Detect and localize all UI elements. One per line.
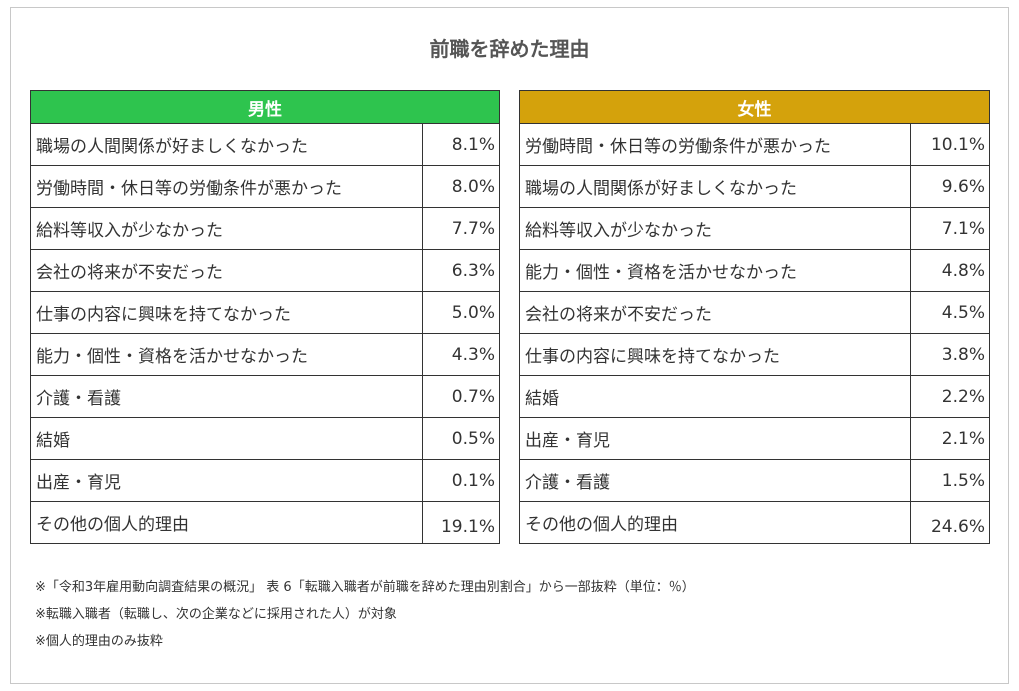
female-value-cell: 2.2% — [910, 375, 990, 418]
male-reason-cell: その他の個人的理由 — [30, 501, 423, 544]
footnotes: ※「令和3年雇用動向調査結果の概況」 表 6「転職入職者が前職を辞めた理由別割合… — [35, 574, 695, 655]
male-table-row: その他の個人的理由 19.1% — [30, 501, 500, 544]
female-value-cell: 9.6% — [910, 165, 990, 208]
female-reason-cell: 出産・育児 — [519, 417, 911, 460]
female-reason-cell: 結婚 — [519, 375, 911, 418]
female-value-cell: 10.1% — [910, 123, 990, 166]
female-value-cell: 7.1% — [910, 207, 990, 250]
male-value-cell: 19.1% — [422, 501, 500, 544]
footnote-scope: ※個人的理由のみ抜粋 — [35, 634, 163, 649]
female-table-header: 女性 — [519, 90, 990, 124]
footnote-source: ※「令和3年雇用動向調査結果の概況」 表 6「転職入職者が前職を辞めた理由別割合… — [35, 580, 695, 595]
male-value-cell: 0.1% — [422, 459, 500, 502]
female-value-cell: 3.8% — [910, 333, 990, 376]
footnote-target: ※転職入職者（転職し、次の企業などに採用された人）が対象 — [35, 607, 397, 622]
male-table-row: 仕事の内容に興味を持てなかった 5.0% — [30, 291, 500, 334]
female-reason-cell: 介護・看護 — [519, 459, 911, 502]
female-reason-cell: 職場の人間関係が好ましくなかった — [519, 165, 911, 208]
female-value-cell: 2.1% — [910, 417, 990, 460]
male-table-body: 職場の人間関係が好ましくなかった 8.1% 労働時間・休日等の労働条件が悪かった 8.… — [30, 123, 500, 544]
female-reason-cell: 会社の将来が不安だった — [519, 291, 911, 334]
male-reason-cell: 出産・育児 — [30, 459, 423, 502]
male-value-cell: 8.0% — [422, 165, 500, 208]
female-table-row: 労働時間・休日等の労働条件が悪かった 10.1% — [519, 123, 990, 166]
female-table: 女性 労働時間・休日等の労働条件が悪かった 10.1% 職場の人間関係が好ましくなか… — [519, 90, 990, 544]
male-table: 男性 職場の人間関係が好ましくなかった 8.1% 労働時間・休日等の労働条件が悪かっ… — [30, 90, 500, 544]
male-reason-cell: 能力・個性・資格を活かせなかった — [30, 333, 423, 376]
male-value-cell: 7.7% — [422, 207, 500, 250]
female-table-row: 能力・個性・資格を活かせなかった 4.8% — [519, 249, 990, 292]
male-table-row: 能力・個性・資格を活かせなかった 4.3% — [30, 333, 500, 376]
chart-title: 前職を辞めた理由 — [429, 37, 590, 61]
male-value-cell: 0.5% — [422, 417, 500, 460]
male-table-row: 労働時間・休日等の労働条件が悪かった 8.0% — [30, 165, 500, 208]
female-value-cell: 24.6% — [910, 501, 990, 544]
female-table-row: 会社の将来が不安だった 4.5% — [519, 291, 990, 334]
female-table-row: 給料等収入が少なかった 7.1% — [519, 207, 990, 250]
male-value-cell: 6.3% — [422, 249, 500, 292]
female-reason-cell: その他の個人的理由 — [519, 501, 911, 544]
male-value-cell: 0.7% — [422, 375, 500, 418]
male-table-row: 職場の人間関係が好ましくなかった 8.1% — [30, 123, 500, 166]
female-table-row: 職場の人間関係が好ましくなかった 9.6% — [519, 165, 990, 208]
male-value-cell: 8.1% — [422, 123, 500, 166]
female-table-body: 労働時間・休日等の労働条件が悪かった 10.1% 職場の人間関係が好ましくなかった 9… — [519, 123, 990, 544]
female-value-cell: 4.8% — [910, 249, 990, 292]
male-table-row: 結婚 0.5% — [30, 417, 500, 460]
female-table-row: その他の個人的理由 24.6% — [519, 501, 990, 544]
female-table-row: 介護・看護 1.5% — [519, 459, 990, 502]
male-reason-cell: 会社の将来が不安だった — [30, 249, 423, 292]
female-reason-cell: 能力・個性・資格を活かせなかった — [519, 249, 911, 292]
male-reason-cell: 職場の人間関係が好ましくなかった — [30, 123, 423, 166]
male-reason-cell: 介護・看護 — [30, 375, 423, 418]
female-value-cell: 4.5% — [910, 291, 990, 334]
female-table-row: 出産・育児 2.1% — [519, 417, 990, 460]
male-value-cell: 4.3% — [422, 333, 500, 376]
female-value-cell: 1.5% — [910, 459, 990, 502]
female-reason-cell: 労働時間・休日等の労働条件が悪かった — [519, 123, 911, 166]
female-table-row: 仕事の内容に興味を持てなかった 3.8% — [519, 333, 990, 376]
male-table-row: 介護・看護 0.7% — [30, 375, 500, 418]
male-reason-cell: 結婚 — [30, 417, 423, 460]
male-table-row: 給料等収入が少なかった 7.7% — [30, 207, 500, 250]
female-reason-cell: 給料等収入が少なかった — [519, 207, 911, 250]
male-reason-cell: 仕事の内容に興味を持てなかった — [30, 291, 423, 334]
male-table-header: 男性 — [30, 90, 500, 124]
male-reason-cell: 労働時間・休日等の労働条件が悪かった — [30, 165, 423, 208]
female-table-row: 結婚 2.2% — [519, 375, 990, 418]
female-reason-cell: 仕事の内容に興味を持てなかった — [519, 333, 911, 376]
male-table-row: 出産・育児 0.1% — [30, 459, 500, 502]
male-table-row: 会社の将来が不安だった 6.3% — [30, 249, 500, 292]
male-reason-cell: 給料等収入が少なかった — [30, 207, 423, 250]
male-value-cell: 5.0% — [422, 291, 500, 334]
